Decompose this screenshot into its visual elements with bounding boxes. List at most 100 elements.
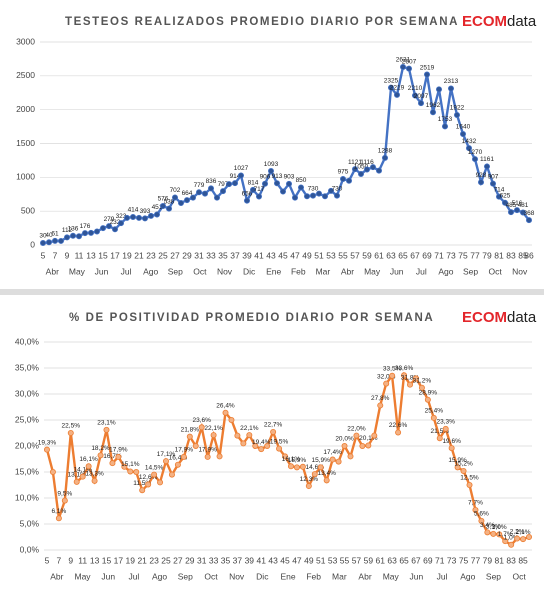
logo-suffix: data bbox=[507, 13, 537, 30]
x-tick-label: 67 bbox=[411, 555, 421, 565]
data-point bbox=[151, 471, 158, 478]
data-label: 27,8% bbox=[371, 395, 390, 402]
data-point bbox=[139, 487, 146, 494]
data-label: 14,6% bbox=[306, 464, 325, 471]
data-point bbox=[405, 65, 412, 72]
x-group-label: Nov bbox=[229, 571, 245, 581]
data-point bbox=[377, 402, 384, 409]
data-label: 17,1% bbox=[157, 451, 176, 458]
x-tick-label: 75 bbox=[458, 250, 468, 260]
data-point bbox=[466, 481, 473, 488]
chart-title: TESTEOS REALIZADOS PROMEDIO DIARIO POR S… bbox=[65, 16, 459, 28]
x-group-label: Jun bbox=[95, 266, 109, 276]
data-point bbox=[171, 194, 178, 201]
data-point bbox=[459, 131, 466, 138]
x-tick-label: 15 bbox=[98, 250, 108, 260]
data-point bbox=[52, 237, 59, 244]
x-tick-label: 55 bbox=[340, 555, 350, 565]
data-point bbox=[333, 192, 340, 199]
data-label: 1640 bbox=[456, 124, 471, 131]
data-point bbox=[507, 209, 514, 216]
x-group-label: Jul bbox=[416, 266, 427, 276]
x-group-label: Oct bbox=[488, 266, 502, 276]
y-tick-label: 0,0% bbox=[20, 544, 40, 554]
x-tick-label: 11 bbox=[75, 250, 84, 260]
data-point bbox=[383, 380, 390, 387]
data-point bbox=[484, 529, 491, 536]
data-point bbox=[40, 239, 47, 246]
x-tick-label: 49 bbox=[304, 555, 314, 565]
data-label: 2210 bbox=[408, 85, 423, 92]
data-label: 136 bbox=[68, 226, 79, 233]
data-line bbox=[42, 65, 530, 245]
data-label: 19,4% bbox=[252, 439, 271, 446]
data-point bbox=[460, 467, 467, 474]
x-tick-label: 19 bbox=[122, 250, 132, 260]
data-point bbox=[441, 123, 448, 130]
data-label: 13,1% bbox=[68, 472, 87, 479]
data-label: 481 bbox=[518, 202, 529, 209]
data-label: 17,9% bbox=[198, 447, 217, 454]
data-point bbox=[249, 186, 256, 193]
data-label: 1116 bbox=[360, 159, 374, 166]
x-tick-label: 41 bbox=[254, 250, 264, 260]
data-point bbox=[489, 180, 496, 187]
data-label: 5,6% bbox=[474, 511, 489, 518]
x-tick-label: 63 bbox=[386, 250, 396, 260]
y-tick-label: 1500 bbox=[16, 138, 35, 148]
data-label: 33,6% bbox=[395, 365, 414, 372]
x-tick-label: 45 bbox=[278, 250, 288, 260]
data-point bbox=[49, 468, 56, 475]
x-tick-label: 73 bbox=[446, 250, 456, 260]
x-group-label: Jul bbox=[121, 266, 132, 276]
data-label: 907 bbox=[488, 173, 499, 180]
x-group-label: Ene bbox=[266, 266, 281, 276]
x-group-label: Ago bbox=[460, 571, 475, 581]
data-point bbox=[317, 464, 324, 471]
x-group-label: Mar bbox=[316, 266, 331, 276]
data-label: 1050 bbox=[354, 164, 369, 171]
data-label: 516 bbox=[512, 200, 523, 207]
x-group-label: May bbox=[383, 571, 400, 581]
x-tick-label: 17 bbox=[110, 250, 120, 260]
data-label: 975 bbox=[338, 169, 349, 176]
data-label: 903 bbox=[284, 174, 295, 181]
data-label: 112 bbox=[62, 227, 73, 234]
y-tick-label: 3000 bbox=[16, 36, 35, 46]
x-tick-label: 31 bbox=[197, 555, 207, 565]
data-label: 16,4% bbox=[169, 454, 188, 461]
data-label: 21,5% bbox=[431, 428, 450, 435]
x-tick-label: 39 bbox=[242, 250, 252, 260]
data-point bbox=[406, 381, 413, 388]
x-group-label: Oct bbox=[204, 571, 218, 581]
y-tick-label: 15,0% bbox=[15, 466, 40, 476]
data-point bbox=[495, 193, 502, 200]
x-tick-label: 9 bbox=[68, 555, 73, 565]
data-point bbox=[204, 453, 211, 460]
data-point bbox=[103, 426, 110, 433]
x-tick-label: 29 bbox=[185, 555, 195, 565]
data-point bbox=[526, 217, 533, 224]
data-label: 625 bbox=[500, 192, 511, 199]
data-label: 40 bbox=[45, 232, 53, 239]
data-point bbox=[282, 453, 289, 460]
y-tick-label: 0 bbox=[30, 239, 35, 249]
x-tick-label: 31 bbox=[194, 250, 204, 260]
x-tick-label: 71 bbox=[435, 555, 445, 565]
x-tick-label: 33 bbox=[206, 250, 216, 260]
x-tick-label: 77 bbox=[471, 555, 481, 565]
data-point bbox=[478, 517, 485, 524]
data-label: 32,0% bbox=[377, 373, 396, 380]
data-point bbox=[216, 453, 223, 460]
data-label: 22,0% bbox=[347, 425, 366, 432]
data-point bbox=[94, 228, 101, 235]
data-point bbox=[357, 170, 364, 177]
data-point bbox=[411, 92, 418, 99]
data-point bbox=[67, 429, 74, 436]
data-label: 12,3% bbox=[300, 476, 319, 483]
data-point bbox=[129, 213, 136, 220]
data-point bbox=[399, 63, 406, 70]
data-label: 2219 bbox=[390, 85, 405, 92]
data-point bbox=[258, 446, 265, 453]
x-tick-label: 11 bbox=[78, 555, 87, 565]
